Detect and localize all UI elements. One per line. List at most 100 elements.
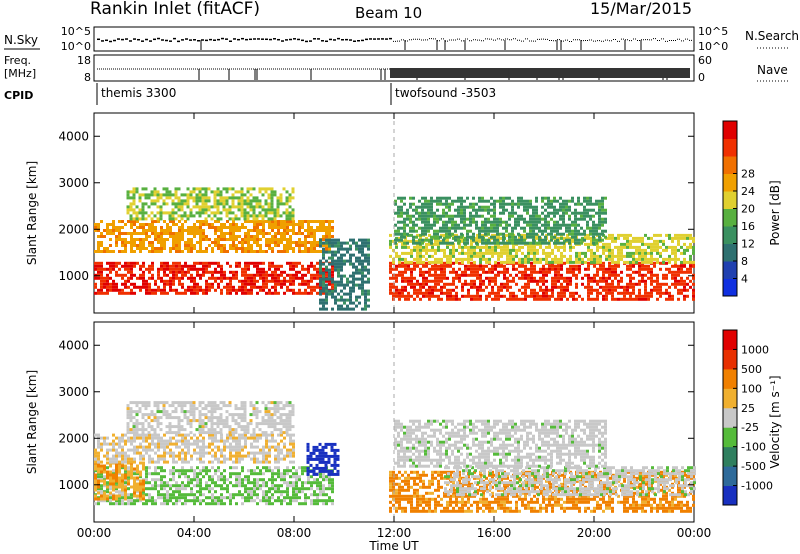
heatmap-cell [178,496,181,500]
heatmap-cell [175,481,178,485]
heatmap-cell [587,248,590,252]
heatmap-cell [419,282,422,286]
heatmap-cell [473,285,476,289]
heatmap-cell [141,193,145,197]
heatmap-cell [410,273,413,277]
heatmap-cell [568,238,571,242]
heatmap-cell [204,208,208,212]
heatmap-cell [229,493,232,497]
heatmap-cell [562,232,565,236]
heatmap-cell [463,205,466,209]
heatmap-cell [325,226,328,229]
heatmap-cell [259,220,262,223]
heatmap-cell [115,261,118,265]
heatmap-cell [656,282,659,286]
heatmap-cell [144,196,148,200]
heatmap-cell [494,245,497,249]
heatmap-cell [358,256,361,260]
heatmap-cell [283,232,286,235]
heatmap-cell [241,223,244,226]
heatmap-cell [301,264,304,268]
heatmap-cell [213,214,217,218]
heatmap-cell [524,270,527,274]
heatmap-cell [496,229,499,233]
heatmap-cell [511,202,514,206]
heatmap-cell [271,238,274,241]
heatmap-cell [142,261,145,265]
heatmap-cell [692,248,695,252]
heatmap-cell [455,276,458,280]
heatmap-cell [397,208,400,212]
heatmap-cell [256,229,259,232]
heatmap-cell [463,217,466,221]
heatmap-cell [352,274,355,278]
heatmap-cell [259,232,262,235]
heatmap-cell [169,279,172,283]
heatmap-cell [575,257,578,261]
heatmap-cell [162,193,166,197]
heatmap-cell [177,187,181,191]
heatmap-cell [635,294,638,298]
heatmap-cell [169,484,172,488]
heatmap-cell [163,475,166,479]
heatmap-cell [566,270,569,274]
heatmap-cell [94,267,97,271]
heatmap-cell [246,187,250,191]
heatmap-cell [126,205,130,209]
heatmap-cell [431,294,434,298]
heatmap-cell [389,233,392,237]
heatmap-cell [430,211,433,215]
heatmap-cell [635,251,638,255]
heatmap-cell [172,484,175,488]
heatmap-cell [617,297,620,301]
heatmap-cell [121,276,124,280]
heatmap-cell [145,466,148,470]
heatmap-cell [178,226,181,229]
heatmap-cell [470,254,473,258]
heatmap-cell [196,282,199,286]
heatmap-cell [413,282,416,286]
heatmap-cell [133,469,136,473]
heatmap-cell [427,214,430,218]
heatmap-cell [175,235,178,238]
heatmap-cell [187,244,190,247]
heatmap-cell [160,279,163,283]
heatmap-cell [265,250,268,253]
heatmap-cell [205,466,208,470]
heatmap-cell [562,208,565,212]
heatmap-cell [605,276,608,280]
heatmap-cell [560,273,563,277]
heatmap-cell [268,220,271,223]
heatmap-cell [358,295,361,299]
heatmap-cell [132,190,136,194]
heatmap-cell [202,250,205,253]
heatmap-cell [174,205,178,209]
heatmap-cell [283,282,286,286]
heatmap-cell [650,270,653,274]
heatmap-cell [100,244,103,247]
heatmap-cell [115,282,118,286]
heatmap-cell [434,273,437,277]
heatmap-cell [692,236,695,240]
heatmap-cell [418,199,421,203]
heatmap-cell [286,226,289,229]
heatmap-cell [298,250,301,253]
heatmap-cell [289,279,292,283]
heatmap-cell [656,233,659,237]
heatmap-cell [506,270,509,274]
heatmap-cell [526,208,529,212]
heatmap-cell [358,286,361,290]
heatmap-cell [361,286,364,290]
heatmap-cell [160,261,163,265]
heatmap-cell [148,226,151,229]
heatmap-cell [121,273,124,277]
heatmap-cell [397,220,400,224]
heatmap-cell [433,199,436,203]
heatmap-cell [524,288,527,292]
heatmap-cell [446,276,449,280]
heatmap-cell [106,466,109,470]
heatmap-cell [553,205,556,209]
heatmap-cell [217,469,220,473]
heatmap-cell [457,211,460,215]
heatmap-cell [562,202,565,206]
